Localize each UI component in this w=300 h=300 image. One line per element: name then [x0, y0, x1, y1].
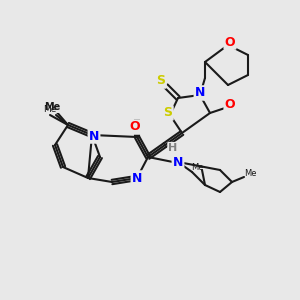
Text: S: S — [157, 74, 166, 88]
Text: Me: Me — [44, 102, 60, 112]
Text: N: N — [195, 86, 205, 100]
Text: Me: Me — [244, 169, 256, 178]
Text: Me: Me — [43, 106, 57, 115]
Text: S: S — [164, 106, 172, 119]
Text: H: H — [168, 143, 178, 153]
Text: Me: Me — [191, 163, 203, 172]
Text: O: O — [225, 98, 235, 112]
Text: N: N — [173, 155, 183, 169]
Text: O: O — [225, 35, 235, 49]
Text: N: N — [132, 172, 142, 184]
Text: O: O — [130, 121, 140, 134]
Text: N: N — [89, 130, 99, 142]
